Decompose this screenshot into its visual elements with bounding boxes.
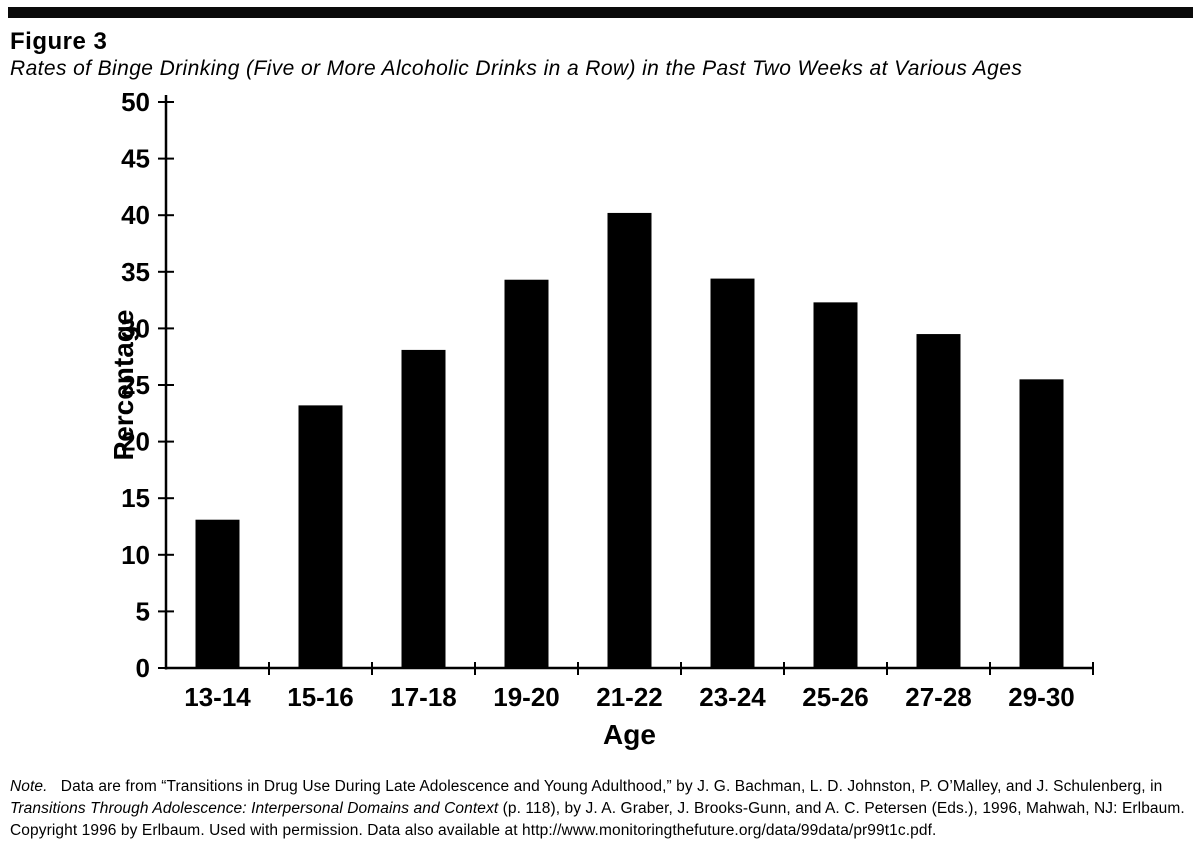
note-segment: (p. 118), by J. A. Graber, J. Brooks-Gun… [10, 799, 1185, 839]
y-tick-label: 45 [121, 144, 150, 174]
x-tick-label: 21-22 [596, 682, 663, 712]
bar-25-26 [813, 302, 858, 668]
x-axis-title: Age [603, 719, 656, 750]
bar-19-20 [504, 279, 549, 668]
bar-15-16 [298, 405, 343, 668]
y-tick-label: 40 [121, 200, 150, 230]
bar-29-30 [1019, 379, 1064, 668]
y-tick-label: 20 [121, 427, 150, 457]
y-tick-label: 15 [121, 483, 150, 513]
x-tick-label: 19-20 [493, 682, 560, 712]
y-tick-label: 10 [121, 540, 150, 570]
top-rule [8, 7, 1193, 18]
x-tick-label: 29-30 [1008, 682, 1075, 712]
x-tick-label: 17-18 [390, 682, 457, 712]
bar-23-24 [710, 278, 755, 668]
x-tick-label: 25-26 [802, 682, 869, 712]
note-italic-segment: Note. [10, 777, 48, 795]
bar-13-14 [195, 519, 240, 668]
note-segment: Data are from “Transitions in Drug Use D… [47, 777, 1163, 795]
figure-label: Figure 3 [10, 28, 108, 55]
y-axis-title: Percentage [108, 310, 139, 461]
x-tick-label: 13-14 [184, 682, 251, 712]
y-tick-label: 25 [121, 370, 150, 400]
y-tick-label: 30 [121, 313, 150, 343]
y-tick-label: 5 [136, 596, 150, 626]
bar-21-22 [607, 212, 652, 668]
y-tick-label: 0 [136, 653, 150, 683]
x-tick-label: 15-16 [287, 682, 354, 712]
note-italic-segment: Transitions Through Adolescence: Interpe… [10, 799, 499, 817]
bar-27-28 [916, 334, 961, 668]
figure-caption: Rates of Binge Drinking (Five or More Al… [10, 57, 1023, 80]
figure-note: Note. Data are from “Transitions in Drug… [10, 776, 1196, 842]
y-tick-label: 50 [121, 87, 150, 117]
x-tick-label: 23-24 [699, 682, 766, 712]
bar-17-18 [401, 349, 446, 668]
x-tick-label: 27-28 [905, 682, 972, 712]
y-tick-label: 35 [121, 257, 150, 287]
